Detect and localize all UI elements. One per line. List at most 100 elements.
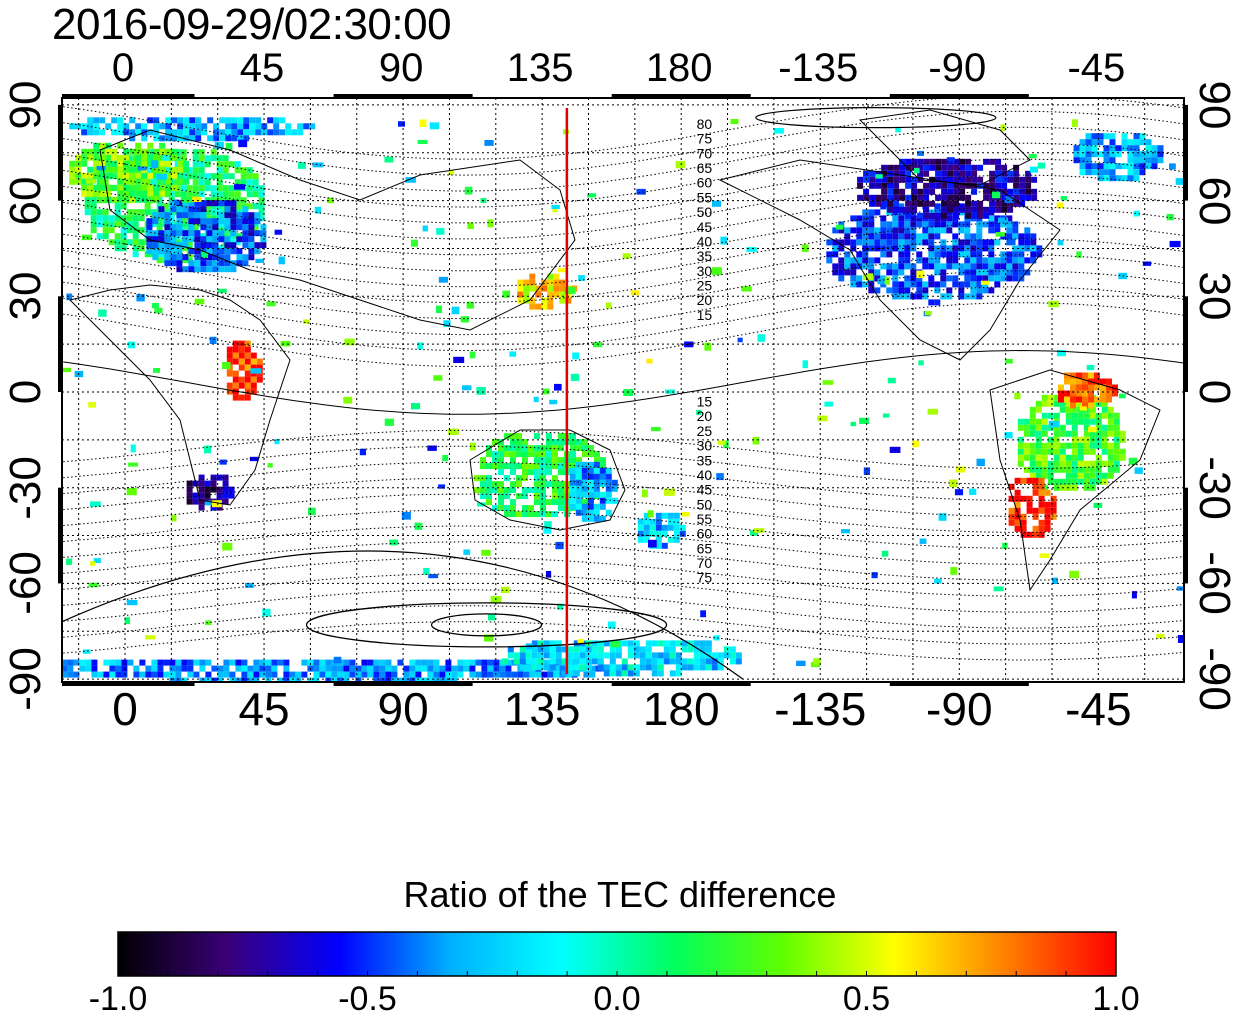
tec-cell bbox=[81, 160, 88, 167]
tec-cell bbox=[129, 190, 136, 197]
tec-cell bbox=[1101, 406, 1108, 413]
tec-cell bbox=[862, 233, 869, 240]
tec-cell bbox=[627, 670, 634, 677]
tec-cell bbox=[541, 297, 548, 304]
tec-cell bbox=[105, 190, 112, 197]
tec-cell bbox=[1013, 194, 1020, 201]
tec-cell bbox=[824, 401, 834, 407]
tec-cell bbox=[1145, 157, 1152, 164]
tec-cell bbox=[242, 212, 249, 219]
tec-cell bbox=[254, 242, 261, 249]
tec-cell bbox=[1121, 139, 1128, 146]
tec-cell bbox=[1044, 525, 1051, 532]
tec-cell bbox=[204, 161, 211, 168]
tec-cell bbox=[581, 485, 588, 492]
tec-cell bbox=[898, 215, 905, 222]
tec-cell bbox=[928, 263, 935, 270]
tec-cell bbox=[844, 251, 851, 258]
tec-cell bbox=[480, 457, 486, 464]
tec-cell bbox=[1053, 448, 1060, 455]
tec-cell bbox=[1070, 402, 1076, 409]
tec-cell bbox=[522, 505, 528, 512]
tec-cell bbox=[874, 275, 881, 282]
tec-cell bbox=[1020, 513, 1027, 520]
tec-cell bbox=[1077, 454, 1084, 461]
tec-cell bbox=[237, 129, 244, 136]
tec-cell bbox=[205, 659, 212, 666]
tec-cell bbox=[857, 194, 864, 201]
tec-cell bbox=[621, 658, 628, 665]
tec-cell bbox=[242, 224, 249, 231]
tec-cell bbox=[111, 129, 118, 136]
tec-cell bbox=[126, 239, 133, 246]
tec-cell bbox=[935, 182, 942, 189]
tec-cell bbox=[587, 485, 594, 492]
magnetic-latitude-contour bbox=[63, 557, 1184, 597]
tec-cell bbox=[344, 338, 355, 346]
tec-cell bbox=[941, 164, 948, 171]
tec-cell bbox=[111, 160, 118, 167]
tec-cell bbox=[593, 491, 600, 498]
tec-cell bbox=[194, 212, 201, 219]
tec-cell bbox=[868, 209, 875, 216]
tec-cell bbox=[138, 227, 145, 234]
tec-cell bbox=[561, 670, 568, 677]
tec-cell bbox=[911, 176, 918, 183]
tec-cell bbox=[535, 291, 542, 298]
tec-cell bbox=[164, 236, 171, 243]
tec-cell bbox=[1047, 478, 1054, 485]
tec-cell bbox=[1064, 396, 1070, 403]
tec-cell bbox=[200, 236, 207, 243]
tec-cell bbox=[469, 671, 476, 678]
tec-cell bbox=[1017, 454, 1024, 461]
tec-cell bbox=[1035, 406, 1042, 413]
tec-cell bbox=[153, 154, 160, 161]
tec-cell bbox=[165, 190, 172, 197]
tec-cell bbox=[1006, 275, 1013, 282]
tec-cell bbox=[546, 451, 552, 458]
tec-cell bbox=[928, 233, 935, 240]
tec-cell bbox=[103, 659, 110, 666]
tec-cell bbox=[537, 658, 544, 665]
tec-cell bbox=[66, 558, 73, 565]
tec-cell bbox=[916, 239, 923, 246]
tec-cell bbox=[1023, 448, 1030, 455]
tec-cell bbox=[591, 652, 598, 659]
tec-cell bbox=[1047, 436, 1054, 443]
tec-cell bbox=[158, 248, 165, 255]
tec-cell bbox=[910, 269, 917, 276]
tec-cell bbox=[475, 659, 482, 666]
tec-cell bbox=[463, 549, 471, 555]
tec-cell bbox=[1039, 553, 1050, 558]
tec-cell bbox=[145, 635, 156, 640]
tec-cell bbox=[117, 172, 124, 179]
tec-cell bbox=[219, 459, 227, 465]
tec-cell bbox=[881, 176, 888, 183]
tec-cell bbox=[898, 281, 905, 288]
tec-cell bbox=[681, 658, 688, 665]
tec-cell bbox=[980, 280, 990, 285]
tec-cell bbox=[1059, 448, 1066, 455]
tec-cell bbox=[1133, 151, 1140, 158]
tec-cell bbox=[667, 536, 674, 543]
tec-cell bbox=[457, 659, 464, 666]
tec-cell bbox=[953, 182, 960, 189]
tec-cell bbox=[171, 129, 178, 136]
tec-cell bbox=[605, 497, 612, 504]
tec-cell bbox=[510, 469, 516, 476]
tec-cell bbox=[498, 445, 504, 452]
magnetic-latitude-contour bbox=[63, 589, 1184, 629]
tec-cell bbox=[171, 135, 178, 142]
tec-cell bbox=[856, 281, 863, 288]
tec-cell bbox=[528, 463, 534, 470]
tec-cell bbox=[240, 173, 247, 180]
tec-cell bbox=[884, 276, 890, 285]
tec-cell bbox=[940, 281, 947, 288]
tec-cell bbox=[93, 148, 100, 155]
magnetic-latitude-label: 35 bbox=[697, 248, 713, 264]
tec-cell bbox=[1041, 484, 1048, 491]
tec-cell bbox=[868, 245, 875, 252]
tec-cell bbox=[250, 352, 257, 359]
tec-cell bbox=[165, 123, 172, 130]
tec-cell bbox=[90, 215, 97, 222]
